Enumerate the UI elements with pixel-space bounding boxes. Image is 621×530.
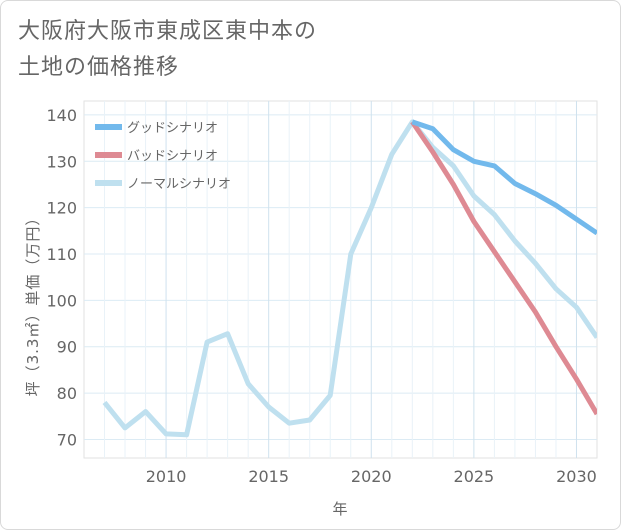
y-axis-label: 坪（3.3㎡）単価（万円） — [24, 210, 42, 397]
chart-title-line-1: 大阪府大阪市東成区東中本の — [18, 19, 318, 44]
legend-label-0: グッドシナリオ — [127, 121, 218, 136]
x-axis-label: 年 — [332, 500, 347, 518]
x-tick-label: 2025 — [454, 467, 495, 486]
y-tick-label: 140 — [46, 106, 77, 125]
x-tick-label: 2015 — [248, 467, 289, 486]
x-tick-label: 2010 — [146, 467, 187, 486]
legend-label-2: ノーマルシナリオ — [127, 177, 231, 192]
x-axis-ticks: 2010 2015 2020 2025 2030 — [146, 467, 597, 486]
y-tick-label: 80 — [57, 384, 77, 403]
y-tick-label: 110 — [46, 245, 77, 264]
chart-title-line-2: 土地の価格推移 — [18, 55, 180, 80]
y-axis-ticks: 70 80 90 100 110 120 130 140 — [46, 106, 77, 450]
series-line-2 — [102, 119, 597, 438]
legend-label-1: バッドシナリオ — [127, 149, 218, 164]
series-line-0 — [411, 119, 597, 236]
y-tick-label: 120 — [46, 199, 77, 218]
grid-lines — [84, 101, 597, 458]
y-tick-label: 70 — [57, 430, 77, 449]
y-tick-label: 130 — [46, 152, 77, 171]
series-lines — [102, 119, 597, 438]
y-tick-label: 90 — [57, 338, 77, 357]
y-tick-label: 100 — [46, 291, 77, 310]
x-tick-label: 2020 — [351, 467, 392, 486]
chart-title: 大阪府大阪市東成区東中本の 土地の価格推移 — [18, 14, 317, 86]
series-line-1 — [410, 120, 597, 416]
x-tick-label: 2030 — [556, 467, 597, 486]
